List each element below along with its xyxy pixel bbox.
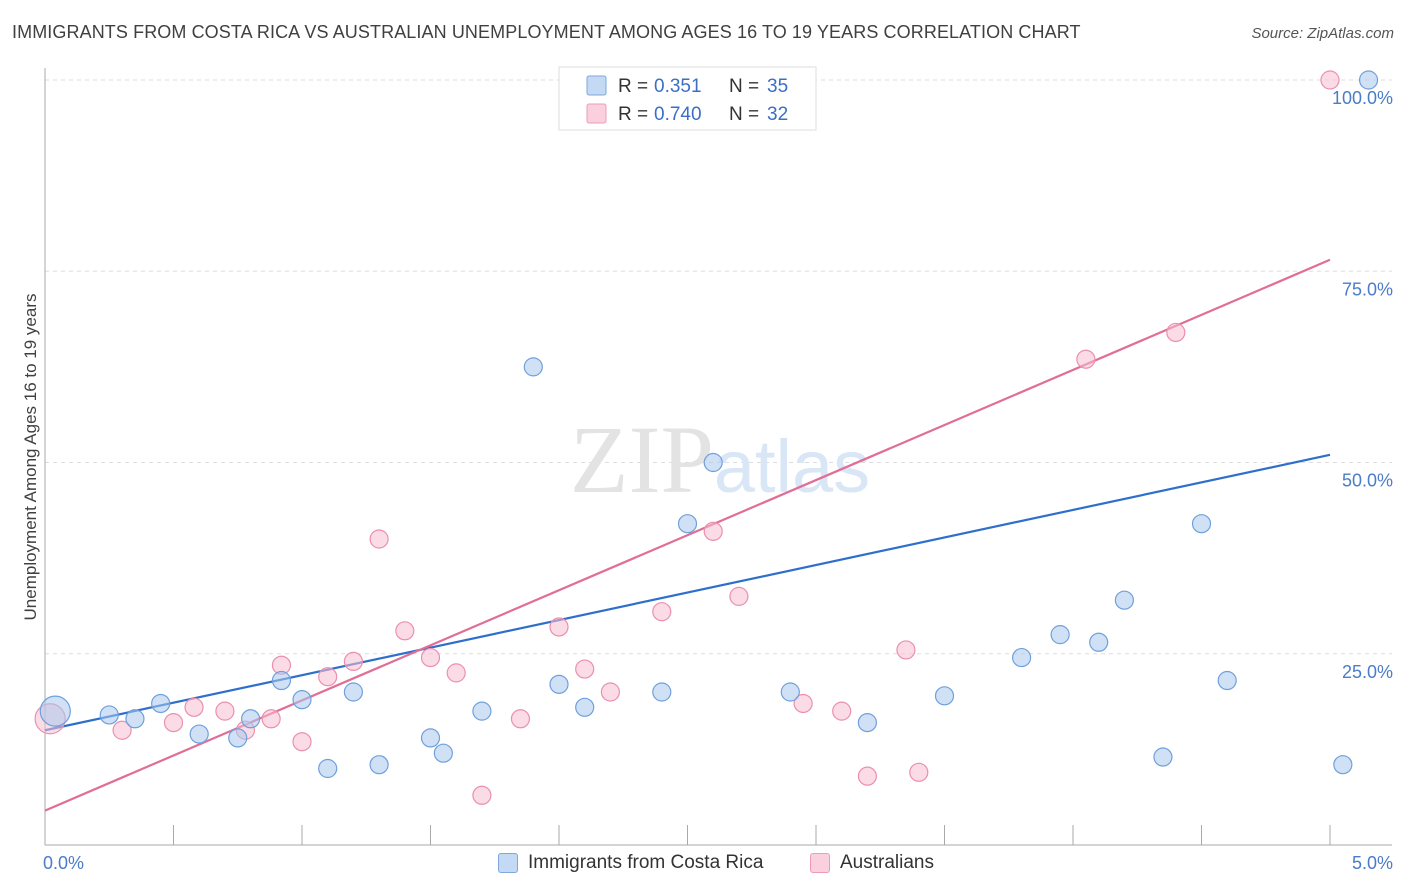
- point-costa-rica: [934, 686, 955, 706]
- gridlines: [45, 79, 1392, 655]
- point-costa-rica: [1050, 625, 1070, 645]
- watermark-zip: ZIP: [570, 406, 714, 513]
- point-costa-rica: [1191, 514, 1212, 534]
- point-costa-rica: [228, 728, 248, 748]
- point-australians: [472, 785, 492, 805]
- point-costa-rica: [433, 743, 453, 763]
- point-australians: [510, 709, 531, 729]
- point-costa-rica: [523, 357, 543, 377]
- legend-item-costa-rica[interactable]: Immigrants from Costa Rica: [498, 852, 763, 874]
- chart-source: Source: ZipAtlas.com: [1251, 25, 1394, 42]
- point-australians: [575, 659, 595, 679]
- y-tick-label: 25.0%: [1342, 662, 1393, 682]
- y-tick-label: 100.0%: [1332, 88, 1393, 108]
- point-costa-rica: [1153, 747, 1173, 767]
- point-costa-rica: [472, 701, 492, 721]
- point-costa-rica: [652, 682, 672, 702]
- point-australians: [369, 529, 389, 549]
- point-costa-rica: [343, 682, 363, 702]
- legend-r-label: R =: [618, 76, 648, 97]
- point-costa-rica: [99, 705, 119, 725]
- point-australians: [261, 709, 281, 729]
- point-australians: [292, 732, 312, 752]
- point-costa-rica: [677, 514, 698, 534]
- y-tick-label: 50.0%: [1342, 471, 1393, 491]
- point-costa-rica: [780, 682, 800, 702]
- watermark-atlas: atlas: [714, 425, 870, 508]
- point-costa-rica: [241, 709, 261, 729]
- point-australians: [163, 712, 184, 733]
- legend-label-costa-rica: Immigrants from Costa Rica: [528, 852, 764, 873]
- point-costa-rica: [318, 758, 338, 779]
- legend-n-value: 32: [767, 104, 788, 125]
- watermark: ZIPatlas: [570, 406, 870, 513]
- legend-swatch: [586, 103, 607, 124]
- point-costa-rica: [151, 693, 171, 714]
- x-tick-label: 5.0%: [1352, 853, 1393, 873]
- point-costa-rica: [703, 452, 723, 473]
- point-costa-rica: [369, 755, 389, 775]
- legend-swatch: [586, 75, 607, 96]
- point-costa-rica: [189, 724, 209, 744]
- y-tick-label: 75.0%: [1342, 279, 1393, 299]
- point-costa-rica: [1217, 670, 1237, 691]
- legend-r-value: 0.351: [654, 76, 702, 97]
- point-australians: [857, 766, 878, 786]
- point-australians: [896, 640, 916, 660]
- point-australians: [729, 586, 749, 606]
- point-australians: [909, 762, 929, 782]
- point-costa-rica: [271, 670, 292, 691]
- point-costa-rica: [39, 695, 71, 727]
- point-costa-rica: [1333, 755, 1353, 775]
- legend-n-label: N =: [729, 76, 759, 97]
- point-australians: [652, 602, 672, 622]
- point-australians: [1320, 70, 1340, 90]
- point-australians: [549, 617, 569, 637]
- legend-swatch-costa-rica: [498, 853, 518, 873]
- point-australians: [1076, 349, 1096, 369]
- point-australians: [318, 667, 338, 687]
- legend-item-australians[interactable]: Australians: [810, 852, 934, 874]
- point-australians: [395, 621, 415, 641]
- point-australians: [112, 720, 132, 740]
- point-australians: [832, 701, 852, 721]
- legend-label-australians: Australians: [840, 852, 934, 873]
- point-costa-rica: [1358, 70, 1379, 90]
- point-costa-rica: [857, 712, 878, 733]
- point-australians: [703, 521, 723, 541]
- tick-labels: 25.0% 50.0% 75.0% 100.0% 0.0% 5.0%: [43, 88, 1393, 873]
- point-costa-rica: [292, 690, 312, 710]
- point-costa-rica: [1114, 590, 1135, 610]
- trend-line-costa-rica: [44, 453, 1331, 732]
- stats-legend: R = 0.351 N = 35 R = 0.740 N = 32: [558, 66, 817, 131]
- point-costa-rica: [125, 709, 145, 729]
- point-australians: [420, 647, 441, 668]
- legend-swatch-australians: [810, 853, 830, 873]
- point-australians: [600, 682, 621, 702]
- legend-n-label: N =: [729, 104, 759, 125]
- point-australians: [215, 701, 235, 721]
- axes: [44, 68, 1392, 846]
- x-tick-label: 0.0%: [43, 853, 84, 873]
- point-costa-rica: [420, 728, 441, 748]
- point-australians: [343, 651, 363, 672]
- legend-n-value: 35: [767, 76, 788, 97]
- point-costa-rica: [1089, 632, 1109, 652]
- y-axis-label: Unemployment Among Ages 16 to 19 years: [21, 294, 40, 621]
- point-costa-rica: [575, 697, 595, 717]
- point-costa-rica: [549, 674, 569, 694]
- point-costa-rica: [1011, 647, 1032, 668]
- point-australians: [446, 663, 466, 683]
- point-australians: [184, 697, 204, 717]
- point-australians: [793, 693, 813, 714]
- legend-r-value: 0.740: [654, 104, 702, 125]
- point-australians: [1166, 322, 1186, 343]
- series-legend: Immigrants from Costa Rica Australians: [0, 852, 1406, 876]
- chart-title: IMMIGRANTS FROM COSTA RICA VS AUSTRALIAN…: [12, 22, 1081, 42]
- legend-r-label: R =: [618, 104, 648, 125]
